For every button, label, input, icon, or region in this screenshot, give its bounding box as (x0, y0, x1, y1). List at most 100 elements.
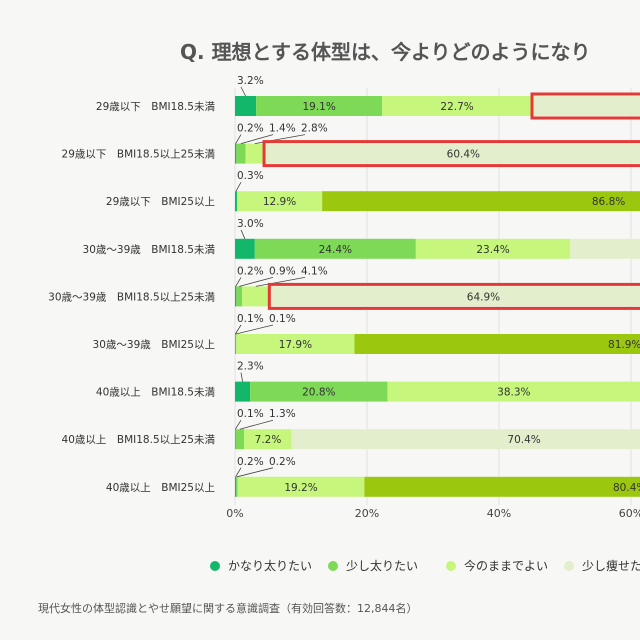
highlight-box (530, 92, 640, 120)
x-tick-label: 20% (355, 507, 379, 520)
legend-swatch-icon (446, 560, 456, 571)
leader-line (240, 134, 274, 144)
leader-line (234, 324, 242, 335)
source-note: 現代女性の体型認識とやせ願望に関する意識調査（有効回答数：12,844名） (38, 602, 418, 615)
outside-value-label: 3.0% (237, 218, 264, 230)
outside-value-label: 2.3% (237, 361, 264, 373)
segment-label: 19.2% (284, 482, 317, 494)
legend-item: 今のままでよい (446, 557, 564, 574)
leader-line (235, 467, 242, 478)
legend-label: 今のままでよい (464, 559, 549, 573)
legend-item: 少し太りたい (328, 557, 446, 574)
row-label: 40歳以上 BMI18.5未満 (96, 387, 216, 399)
legend: かなり太りたい 少し太りたい 今のままでよい 少し痩せたい (210, 557, 640, 574)
bar-segment (235, 334, 236, 354)
bar-segment (235, 429, 245, 450)
leader-line (255, 277, 306, 287)
leader-line (234, 419, 242, 430)
outside-value-label: 0.3% (237, 170, 264, 182)
bar-segment (235, 191, 237, 212)
leader-line (239, 419, 274, 430)
bar-segment (244, 429, 292, 450)
leader-line (240, 229, 246, 239)
bar-segment (354, 334, 640, 354)
segment-label: 38.3% (497, 387, 530, 399)
bar-segment (264, 143, 640, 164)
bar-segment (235, 429, 236, 450)
legend-item: かなり太りたい (210, 557, 328, 574)
bar-segment (235, 96, 257, 116)
bar-segment (242, 286, 270, 307)
bar-segment (387, 381, 640, 402)
leader-line (235, 277, 242, 287)
legend-label: かなり太りたい (228, 559, 313, 573)
legend-swatch-icon (328, 560, 338, 571)
row-label: 40歳以上 BMI25以上 (106, 482, 215, 494)
bar-segment (245, 143, 265, 164)
outside-value-label: 0.2% (269, 456, 296, 468)
outside-value-label: 0.2% (237, 456, 264, 468)
outside-value-label: 3.2% (237, 75, 264, 87)
leader-line (240, 372, 243, 382)
leader-line (235, 324, 274, 335)
bar-segment (291, 429, 640, 450)
leader-line (235, 134, 242, 144)
outside-value-label: 0.9% (269, 265, 296, 277)
bar-segment (237, 476, 365, 497)
bar-segment (570, 238, 640, 259)
bar-segment (250, 381, 388, 402)
bar-segment (235, 476, 237, 497)
segment-label: 81.9% (608, 339, 640, 351)
segment-label: 20.8% (302, 387, 335, 399)
segment-label: 12.9% (263, 196, 296, 208)
bar-segment (236, 476, 238, 497)
segment-label: 22.7% (440, 101, 473, 113)
outside-value-label: 1.3% (269, 408, 296, 420)
legend-swatch-icon (564, 560, 574, 571)
outside-value-label: 2.8% (301, 123, 328, 135)
bar-segment (235, 286, 237, 307)
bar-segment (236, 143, 246, 164)
row-label: 30歳～39歳 BMI25以上 (93, 339, 215, 351)
leader-line (236, 467, 274, 478)
x-tick-label: 60% (619, 507, 640, 520)
highlight-box (262, 140, 640, 168)
segment-label: 70.4% (507, 434, 540, 446)
row-label: 30歳～39歳 BMI18.5以上25未満 (48, 291, 215, 303)
segment-label: 80.4% (613, 482, 640, 494)
outside-value-label: 0.2% (237, 265, 264, 277)
row-label: 30歳～39歳 BMI18.5未満 (83, 244, 216, 256)
row-label: 40歳以上 BMI18.5以上25未満 (62, 434, 216, 446)
legend-swatch-icon (210, 560, 220, 571)
bar-segment (235, 143, 237, 164)
outside-value-label: 4.1% (301, 265, 328, 277)
row-label: 29歳以下 BMI18.5未満 (96, 101, 216, 113)
bar-segment (415, 238, 571, 259)
chart-title: Q. 理想とする体型は、今よりどのようになり (180, 40, 591, 64)
outside-value-label: 0.1% (269, 313, 296, 325)
legend-label: 少し太りたい (346, 559, 419, 573)
leader-line (239, 277, 274, 287)
bar-segment (364, 476, 640, 497)
bar-segment (322, 191, 640, 212)
legend-item: 少し痩せたい (564, 557, 640, 574)
bar-segment (236, 286, 243, 307)
leader-line (240, 86, 246, 97)
segment-label: 19.1% (302, 101, 335, 113)
segment-label: 24.4% (319, 244, 352, 256)
row-label: 29歳以下 BMI25以上 (106, 196, 215, 208)
segment-label: 86.8% (592, 196, 625, 208)
highlight-box (267, 282, 640, 310)
bar-segment (236, 191, 323, 212)
bar-segment (235, 238, 255, 259)
bar-segment (532, 96, 640, 116)
bar-segment (382, 96, 532, 116)
bar-segment (256, 96, 383, 116)
outside-value-label: 1.4% (269, 123, 296, 135)
bar-segment (269, 286, 640, 307)
segment-label: 23.4% (476, 244, 509, 256)
segment-label: 60.4% (447, 149, 480, 161)
segment-label: 7.2% (255, 434, 282, 446)
bar-segment (235, 334, 237, 354)
